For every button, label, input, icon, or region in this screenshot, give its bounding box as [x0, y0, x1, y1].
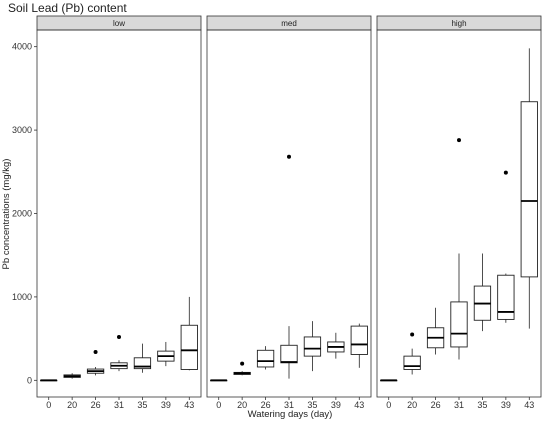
box-low-39	[157, 341, 175, 367]
box-low-20	[63, 373, 81, 379]
facet-label: high	[451, 19, 466, 28]
box-iqr	[256, 349, 275, 368]
x-tick-label: 20	[67, 400, 77, 410]
box-med-43	[350, 323, 368, 368]
x-tick-label: 20	[407, 400, 417, 410]
box-iqr	[133, 357, 152, 370]
y-tick-label: 3000	[12, 125, 32, 135]
box-high-43	[520, 48, 538, 329]
box-med-31	[280, 154, 298, 379]
x-tick-label: 43	[354, 400, 364, 410]
box-iqr	[403, 355, 421, 370]
y-tick-label: 1000	[12, 292, 32, 302]
box-med-26	[256, 346, 275, 370]
box-high-0	[380, 379, 398, 382]
facet-panel-frame	[36, 29, 202, 398]
outlier-point	[410, 332, 415, 337]
box-iqr	[350, 325, 368, 355]
facet-label: med	[281, 19, 297, 28]
x-tick-label: 39	[331, 400, 341, 410]
x-tick-label: 43	[524, 400, 534, 410]
x-axis: 0 20 26 31 35 39 43 0 20 26 31 35 39 43 0 20 26 31 35 39 43	[46, 397, 534, 410]
facet-panel-high: high	[376, 15, 542, 398]
x-tick-label: 31	[454, 400, 464, 410]
box-low-26	[86, 349, 105, 376]
outlier-point	[503, 170, 508, 175]
box-iqr	[180, 324, 198, 370]
x-tick-label: 31	[114, 400, 124, 410]
facet-panel-low: low	[36, 15, 202, 398]
box-iqr	[520, 101, 538, 278]
x-tick-label: 39	[161, 400, 171, 410]
box-high-35	[473, 253, 492, 332]
x-axis-title: Watering days (day)	[248, 409, 333, 420]
box-iqr	[280, 344, 298, 364]
x-tick-label: 35	[477, 400, 487, 410]
box-low-43	[180, 296, 198, 371]
chart-title: Soil Lead (Pb) content	[8, 1, 127, 15]
x-tick-label: 0	[46, 400, 51, 410]
box-med-0	[210, 379, 228, 382]
x-tick-label: 26	[431, 400, 441, 410]
outlier-point	[93, 349, 98, 354]
x-tick-label: 0	[386, 400, 391, 410]
y-tick-label: 2000	[12, 209, 32, 219]
facet-panel-med: med	[206, 15, 372, 398]
box-low-31	[110, 334, 128, 372]
outlier-point	[287, 154, 291, 159]
x-tick-label: 26	[91, 400, 101, 410]
y-tick-label: 4000	[12, 42, 32, 52]
outlier-point	[457, 138, 461, 143]
box-low-0	[40, 379, 58, 382]
box-high-26	[426, 307, 445, 355]
box-iqr	[450, 301, 468, 348]
x-tick-label: 39	[501, 400, 511, 410]
y-tick-label: 0	[27, 375, 32, 385]
box-high-39	[497, 170, 515, 323]
x-tick-label: 35	[307, 400, 317, 410]
box-iqr	[303, 336, 322, 357]
outlier-point	[240, 361, 245, 366]
box-high-20	[403, 332, 421, 375]
facet-panels: low med high	[36, 15, 542, 398]
x-tick-label: 31	[284, 400, 294, 410]
box-med-20	[233, 361, 251, 376]
y-axis: 0 1000 2000 3000 4000	[12, 42, 37, 385]
facet-label: low	[113, 19, 125, 28]
x-tick-label: 0	[216, 400, 221, 410]
box-iqr	[497, 274, 515, 320]
x-tick-label: 26	[261, 400, 271, 410]
outlier-point	[117, 334, 121, 339]
box-med-39	[327, 332, 345, 359]
box-high-31	[450, 138, 468, 360]
x-tick-label: 20	[237, 400, 247, 410]
x-tick-label: 43	[184, 400, 194, 410]
box-low-35	[133, 343, 152, 373]
y-axis-title: Pb concentrations (mg/kg)	[1, 159, 12, 270]
box-med-35	[303, 321, 322, 372]
x-tick-label: 35	[137, 400, 147, 410]
